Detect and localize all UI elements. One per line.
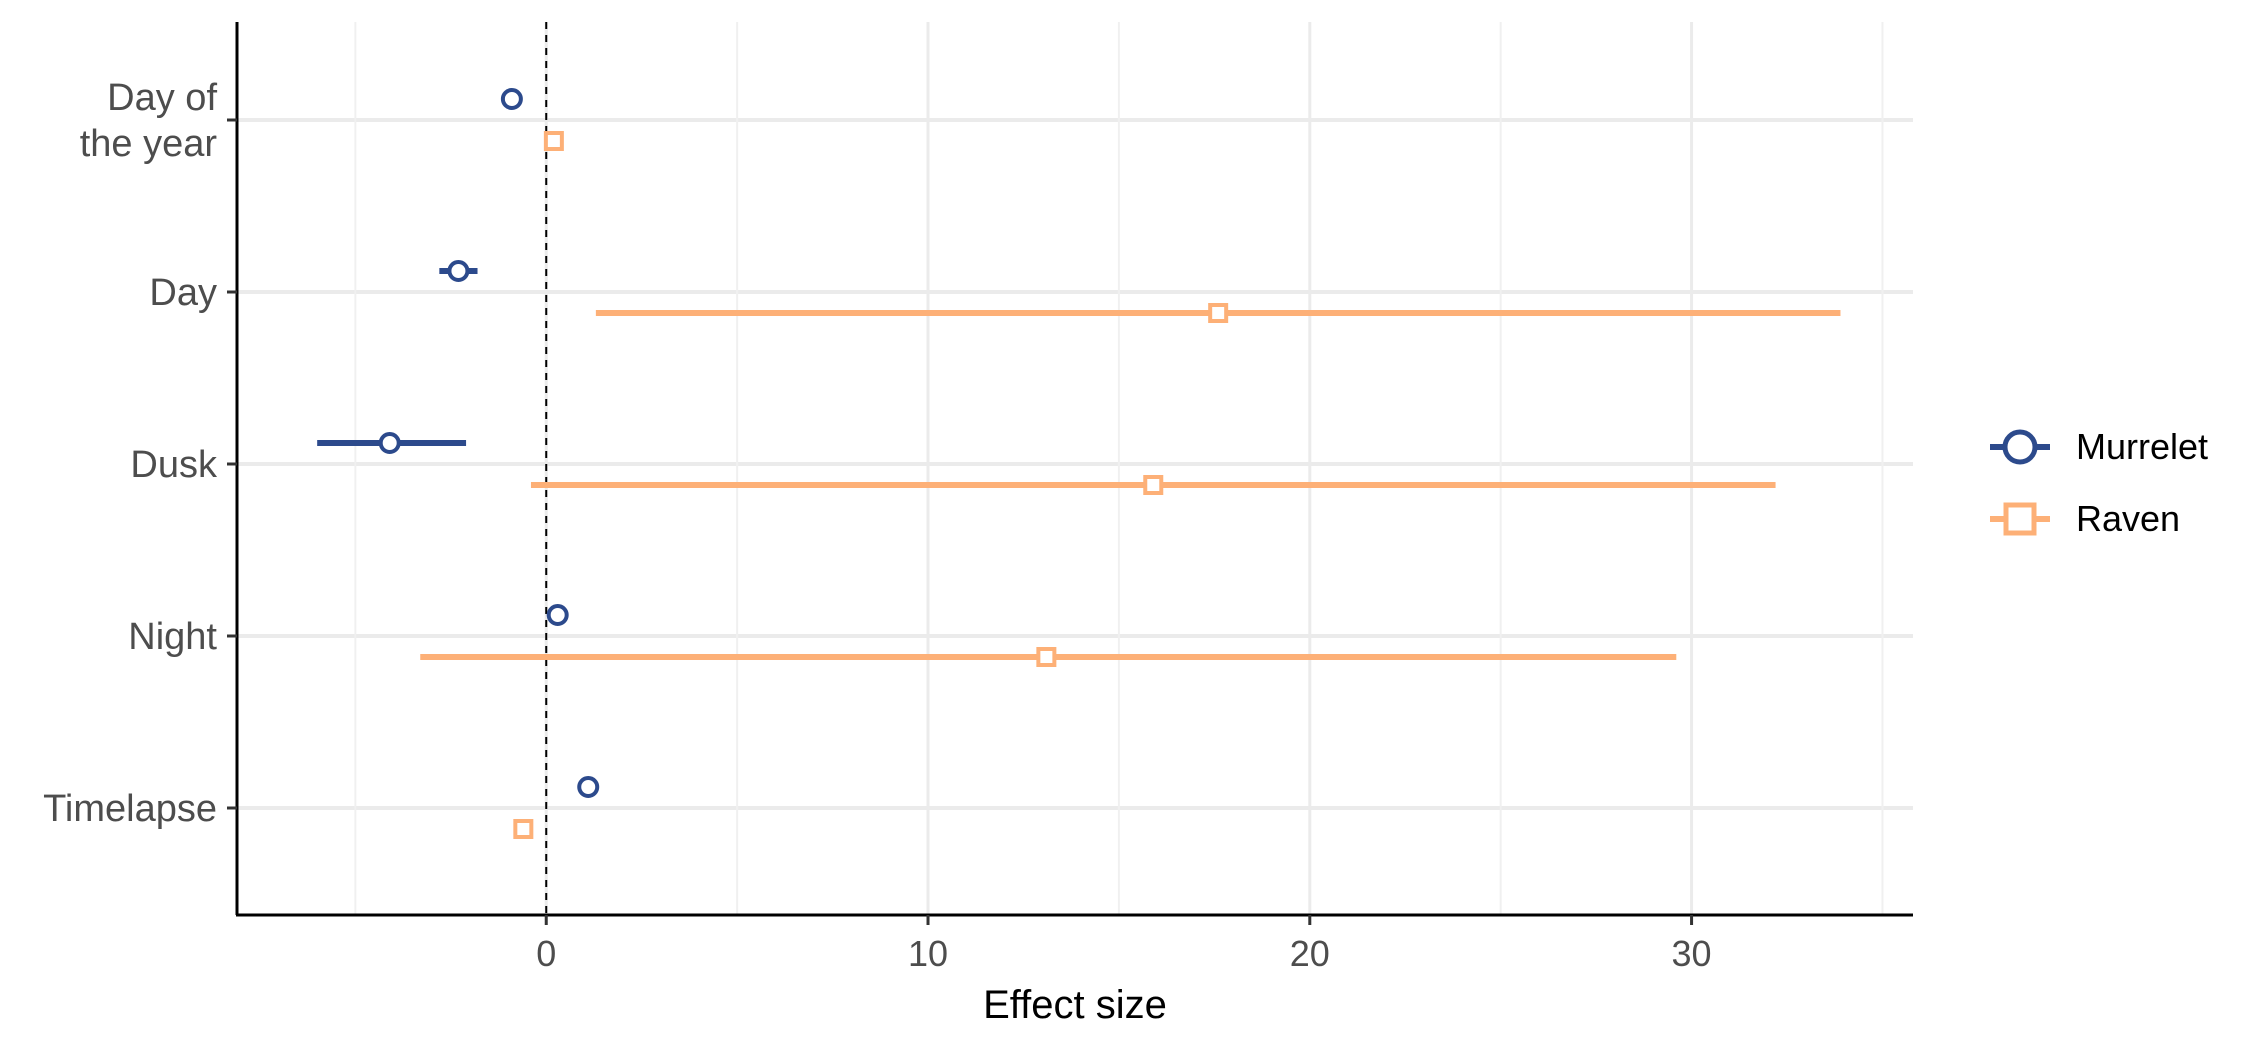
x-tick-label: 20 [1290,933,1330,974]
estimate-point [1036,647,1057,667]
x-axis-title: Effect size [983,983,1167,1027]
gridlines [237,22,1913,915]
legend-key-circle [2002,429,2038,465]
estimate-point [447,260,470,282]
y-tick-label: Dusk [130,444,218,486]
estimate-point [378,432,401,454]
x-tick-labels: 0 10 20 30 [536,933,1711,974]
legend-key-square [2003,502,2037,536]
series-murrelet [317,88,600,798]
estimate-point [513,819,534,839]
series-raven [420,131,1841,839]
legend-label: Raven [2076,498,2180,539]
y-tick-label: Night [128,616,217,658]
axes [227,22,1913,925]
legend: Murrelet Raven [1990,426,2208,539]
y-tick-label: Day [149,272,217,314]
series [317,88,1841,839]
legend-item-murrelet: Murrelet [1990,426,2208,467]
x-tick-label: 10 [908,933,948,974]
y-tick-label: the year [80,123,218,165]
x-tick-label: 0 [536,933,556,974]
estimate-point [546,604,569,626]
estimate-point [543,131,564,151]
y-tick-label: Timelapse [43,788,217,830]
y-tick-label: Day of [107,77,217,119]
estimate-point [500,88,523,110]
estimate-point [1143,475,1164,495]
legend-label: Murrelet [2076,426,2208,467]
estimate-point [1208,303,1229,323]
x-tick-label: 30 [1672,933,1712,974]
legend-item-raven: Raven [1990,498,2180,539]
estimate-point [577,776,600,798]
